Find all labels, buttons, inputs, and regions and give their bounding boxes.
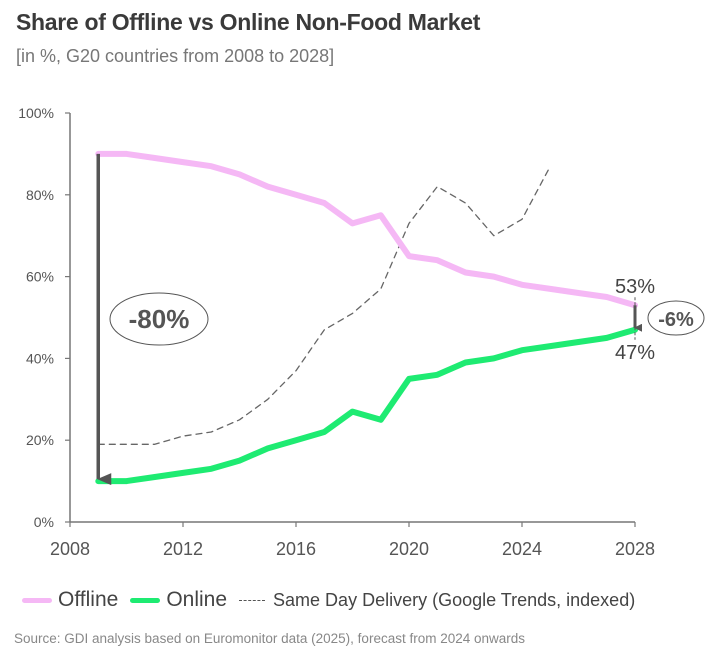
x-tick-label: 2024 xyxy=(502,539,542,559)
legend: Offline Online Same Day Delivery (Google… xyxy=(22,588,647,612)
source-note: Source: GDI analysis based on Euromonito… xyxy=(14,631,526,646)
legend-label-same-day: Same Day Delivery (Google Trends, indexe… xyxy=(273,589,636,610)
y-tick-label: 80% xyxy=(26,187,54,203)
offline-swatch xyxy=(22,597,52,603)
online-end-label: 47% xyxy=(615,342,655,364)
online-swatch xyxy=(130,597,161,603)
gap-label-2028: -6% xyxy=(658,309,694,331)
series-line-offline xyxy=(95,150,638,309)
x-tick-label: 2008 xyxy=(50,539,90,559)
annotation-layer: -80% -6%53% 47% xyxy=(96,153,705,486)
gap-badge-2028 xyxy=(647,300,705,336)
axes: 0% 20% 40% 60% 80% 100% 2008 2012 2016 2020 2024 20… xyxy=(18,105,655,559)
chart-title: Share of Offline vs Online Non-Food Mark… xyxy=(16,9,481,35)
y-tick-label: 20% xyxy=(26,432,54,448)
series-line-same xyxy=(97,165,551,445)
same-day-swatch xyxy=(239,599,266,601)
series-layer xyxy=(95,150,638,485)
x-tick-label: 2028 xyxy=(615,539,655,559)
x-tick-label: 2012 xyxy=(163,539,203,559)
chart-subtitle: [in %, G20 countries from 2008 to 2028] xyxy=(16,46,335,66)
legend-item-online: Online xyxy=(130,588,227,612)
legend-label-offline: Offline xyxy=(58,588,119,611)
gap-badge-2009 xyxy=(109,292,209,346)
y-tick-label: 60% xyxy=(26,269,54,285)
x-tick-label: 2020 xyxy=(389,539,429,559)
y-tick-label: 40% xyxy=(26,350,54,366)
y-tick-label: 0% xyxy=(34,514,54,530)
offline-end-label: 53% xyxy=(615,276,655,298)
legend-label-online: Online xyxy=(166,588,228,611)
series-line-online xyxy=(95,326,638,485)
x-tick-label: 2016 xyxy=(276,539,316,559)
gap-label-2009: -80% xyxy=(129,304,190,334)
legend-item-offline: Offline xyxy=(22,588,118,612)
y-tick-label: 100% xyxy=(18,105,54,121)
legend-item-same-day: Same Day Delivery (Google Trends, indexe… xyxy=(239,590,635,611)
